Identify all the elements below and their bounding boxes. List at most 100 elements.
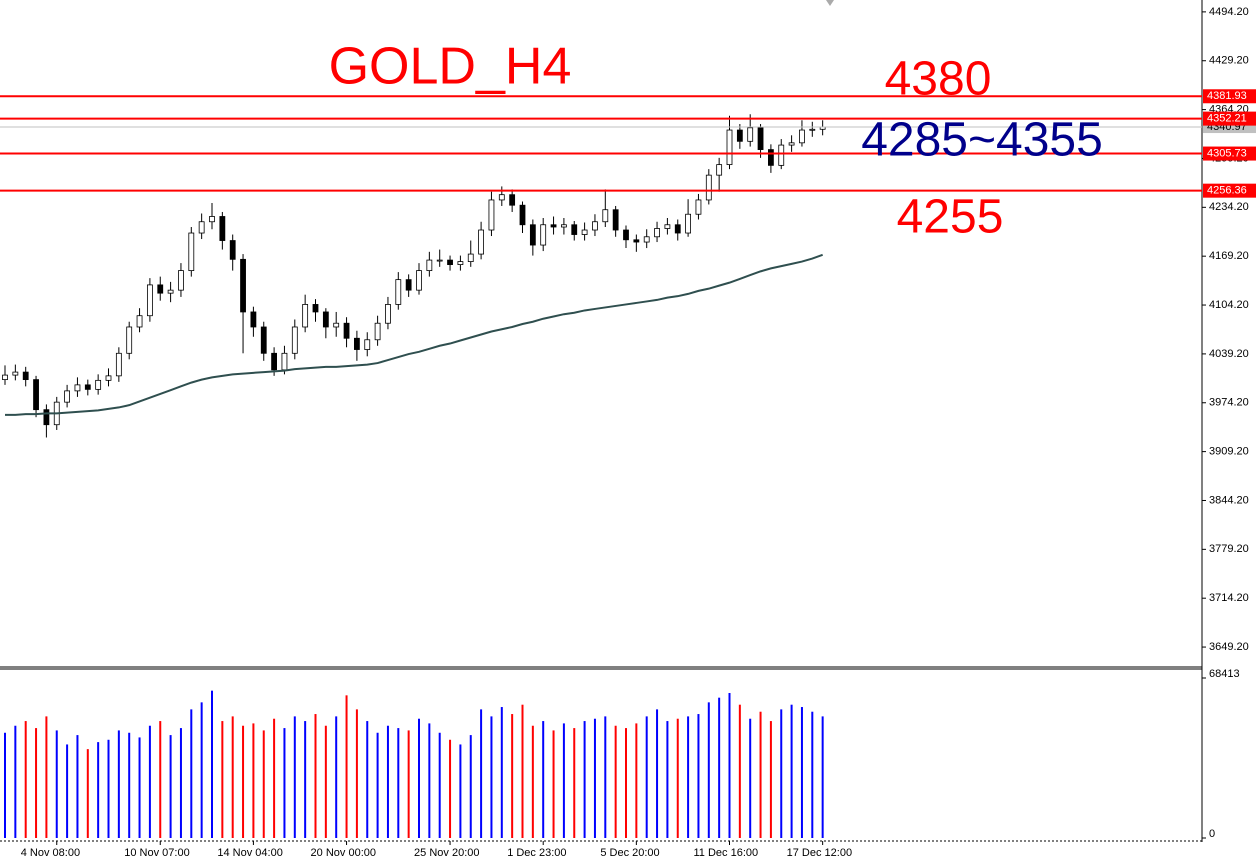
volume-bar [345, 695, 348, 838]
candle-body [519, 204, 526, 226]
volume-bar [262, 730, 265, 838]
volume-bar [583, 721, 586, 838]
x-tick-label: 1 Dec 23:00 [507, 847, 566, 859]
candle-body [623, 229, 629, 241]
annotation: GOLD_H4 [329, 38, 572, 96]
volume-bar [511, 714, 514, 838]
candle-body [115, 352, 122, 377]
volume-bar [780, 709, 783, 838]
candle-body [271, 352, 278, 371]
volume-bar [676, 718, 679, 838]
volume-bar [128, 732, 131, 838]
volume-bar [324, 725, 327, 838]
moving-average [5, 253, 823, 416]
candle-body [799, 129, 805, 144]
candle-body [747, 127, 754, 142]
x-tick-label: 5 Dec 20:00 [600, 847, 659, 859]
annotation: 4255 [897, 191, 1004, 244]
volume-bar [604, 716, 607, 838]
volume-bar [449, 739, 452, 838]
candle-body [281, 352, 288, 371]
volume-bar [749, 718, 752, 838]
volume-bar [293, 716, 296, 838]
volume-tick-label: 68413 [1209, 668, 1240, 680]
volume-bar [159, 721, 162, 838]
volume-bar [407, 730, 410, 838]
volume-bar [283, 728, 286, 838]
level-box [1203, 183, 1256, 198]
candle-body [33, 379, 39, 411]
candle-body [757, 127, 764, 150]
volume-bar [397, 728, 400, 838]
candle-body [654, 228, 660, 238]
volume-tick-label: 0 [1209, 828, 1215, 840]
candle-body [778, 144, 785, 166]
candle-body [178, 270, 184, 291]
candle-body [716, 164, 723, 176]
volume-bar [718, 697, 721, 838]
candle-body [395, 279, 402, 305]
volume-bar [376, 732, 379, 838]
candle-body [602, 209, 609, 223]
volume-bar [117, 730, 120, 838]
volume-bar [24, 721, 27, 838]
volume-bar [66, 744, 69, 838]
volume-bar [593, 718, 596, 838]
candle-body [571, 224, 578, 235]
volume-bar [811, 711, 814, 838]
level-box [1203, 146, 1256, 161]
y-tick-label: 4039.20 [1209, 348, 1249, 360]
volume-bar [697, 714, 700, 838]
candle-body [95, 379, 102, 390]
volume-bar [76, 735, 79, 838]
y-tick-label: 4104.20 [1209, 299, 1249, 311]
volume-bar [211, 690, 213, 838]
volume-bar [821, 716, 824, 838]
candle-body [488, 199, 495, 231]
candle-body [219, 216, 226, 241]
x-tick-label: 10 Nov 07:00 [124, 847, 189, 859]
volume-bar [656, 709, 659, 838]
candle-body [540, 224, 547, 246]
volume-bar [738, 704, 741, 838]
candle-body [312, 304, 319, 313]
candle-body [633, 239, 640, 243]
candle-body [250, 311, 257, 328]
candle-body [726, 129, 733, 166]
candle-body [260, 326, 267, 354]
candle-body [426, 259, 433, 272]
y-tick-label: 3909.20 [1209, 446, 1249, 458]
candle-body [674, 224, 681, 234]
candle-body [209, 216, 215, 223]
candle-body [581, 229, 588, 235]
candle-body [188, 232, 195, 272]
candle-body [22, 371, 29, 381]
volume-bar [14, 725, 17, 838]
candle-body [664, 224, 671, 229]
volume-bar [759, 711, 762, 838]
candle-body [167, 289, 174, 294]
volume-bar [314, 714, 317, 838]
candle-body [229, 240, 236, 260]
candle-body [74, 384, 81, 392]
volume-bar [469, 735, 472, 838]
candle-body [105, 375, 112, 381]
candle-body [64, 390, 70, 403]
annotation: 4285~4355 [861, 114, 1103, 167]
y-tick-label: 3844.20 [1209, 494, 1249, 506]
candle-body [612, 209, 619, 231]
volume-bar [107, 739, 110, 838]
x-tick-label: 25 Nov 20:00 [414, 847, 479, 859]
volume-bar [418, 718, 420, 838]
x-tick-label: 11 Dec 16:00 [694, 847, 759, 859]
volume-bar [480, 709, 483, 838]
candle-body [136, 315, 143, 328]
candle-body [550, 224, 557, 228]
y-tick-label: 4169.20 [1209, 250, 1249, 262]
volume-bar [169, 735, 172, 838]
volume-bar [86, 749, 89, 838]
volume-bar [221, 721, 224, 838]
volume-bar [573, 728, 576, 838]
y-tick-label: 4494.20 [1209, 6, 1249, 18]
